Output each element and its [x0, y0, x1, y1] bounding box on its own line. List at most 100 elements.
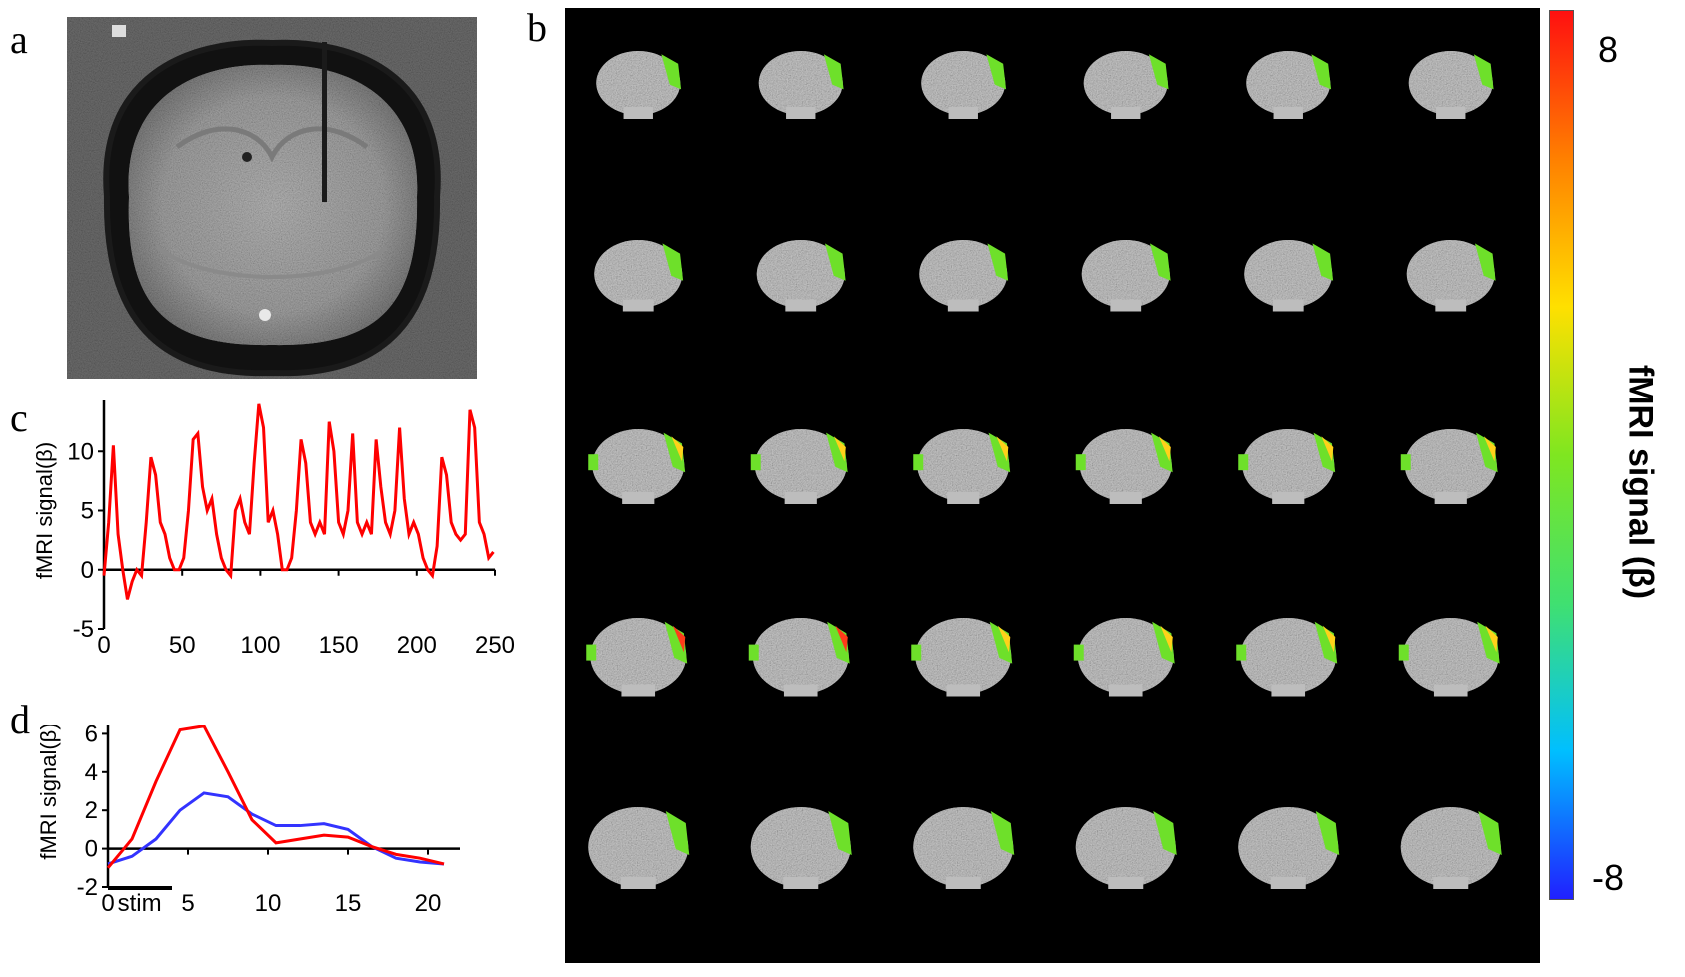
brain-slice [1400, 807, 1502, 889]
activation-peak [1322, 625, 1336, 653]
activation-region [1477, 621, 1500, 664]
activation-region [826, 432, 848, 473]
brain-slice [588, 429, 686, 504]
brain-slice [913, 429, 1011, 504]
brain-slice [1400, 429, 1498, 504]
mri-anatomy-image [67, 17, 477, 379]
y-tick-label: 2 [85, 797, 98, 824]
brain-slice [750, 429, 848, 504]
activation-region [1398, 644, 1409, 661]
series-line-thalamus [107, 791, 445, 866]
brain-slice [913, 807, 1015, 889]
brain-slice [748, 618, 850, 697]
activation-peak [833, 436, 846, 462]
x-tick-label: 10 [255, 890, 282, 917]
x-tick-label: 250 [475, 632, 515, 659]
activation-region [1474, 243, 1496, 281]
x-tick-label: 50 [169, 632, 196, 659]
activation-region [1151, 432, 1173, 473]
brain-slice [1408, 51, 1494, 119]
activation-region [1400, 454, 1411, 471]
colorbar-max-label: 8 [1598, 29, 1619, 70]
y-tick-label: 4 [85, 759, 98, 786]
brain-slice [1398, 618, 1500, 697]
activation-region [988, 432, 1011, 473]
y-tick-label: 0 [81, 557, 94, 584]
y-tick-label: 6 [85, 725, 98, 747]
y-tick-label: 10 [67, 438, 94, 465]
panel-label-d: d [10, 697, 30, 742]
legend-label: Thalamus [284, 725, 389, 729]
activation-peak [1160, 625, 1173, 653]
series-line [102, 403, 495, 600]
activation-region [1148, 54, 1169, 90]
y-tick-label: 0 [85, 836, 98, 863]
activation-region [989, 621, 1013, 664]
brain-slice [756, 240, 846, 312]
activation-region [1236, 644, 1247, 661]
y-axis-label: fMRI signal(β) [32, 442, 57, 579]
panel-label-a: a [10, 17, 28, 62]
brain-slice [1081, 240, 1171, 312]
activation-region [1073, 644, 1084, 661]
brain-slice [1073, 618, 1175, 697]
series-line-cortex [106, 725, 445, 869]
montage-background [565, 8, 1540, 963]
activation-region [1238, 454, 1249, 471]
x-tick-label: 15 [335, 890, 362, 917]
activation-peak [997, 625, 1011, 653]
activation-peak [996, 436, 1009, 462]
activation-region [750, 454, 761, 471]
brain-slice [1238, 807, 1340, 889]
activation-region [990, 811, 1015, 855]
brain-slice [911, 618, 1013, 697]
activation-peak [1485, 625, 1498, 653]
activation-peak [1158, 436, 1171, 462]
brain-slice [1246, 51, 1332, 119]
activation-region [661, 54, 682, 90]
activation-region [663, 432, 686, 473]
activation-region [824, 243, 846, 281]
activation-region [1315, 811, 1340, 855]
x-tick-label: 100 [240, 632, 280, 659]
legend-label: Cortex [428, 725, 499, 729]
chart-d-hemodynamic-response: -20246805101520fMRI signal(β)ThalamusCor… [36, 725, 499, 917]
activation-region [1476, 432, 1498, 473]
x-tick-label: 150 [319, 632, 359, 659]
activation-region [748, 644, 759, 661]
x-tick-label: 0 [97, 632, 110, 659]
brain-slice [1075, 807, 1177, 889]
activation-region [986, 54, 1007, 90]
fmri-activation-montage [565, 8, 1540, 963]
brain-slice [919, 240, 1009, 312]
activation-region [662, 243, 684, 281]
chart-c-fmri-timecourse: -5051015050100150200250fMRI signal(β) [32, 400, 515, 659]
activation-region [987, 243, 1009, 281]
brain-slice [596, 51, 682, 119]
activation-region [1149, 243, 1171, 281]
activation-region [1153, 811, 1177, 855]
activation-region [665, 811, 690, 855]
activation-region [1152, 621, 1175, 664]
activation-region [823, 54, 844, 90]
x-tick-label: 0 [101, 890, 114, 917]
stim-label: stim [118, 890, 162, 917]
brain-slice [588, 807, 690, 889]
y-tick-label: 15 [67, 400, 94, 406]
brain-slice [1406, 240, 1496, 312]
activation-region [588, 454, 599, 471]
colorbar [1549, 10, 1574, 900]
panel-label-b: b [527, 5, 547, 50]
activation-region [1312, 243, 1334, 281]
activation-region [827, 621, 850, 664]
activation-region [1314, 621, 1338, 664]
y-tick-label: -2 [77, 874, 98, 901]
brain-slice [1075, 429, 1173, 504]
activation-region [1075, 454, 1086, 471]
brain-slice [1083, 51, 1169, 119]
colorbar-title: fMRI signal (β) [1621, 364, 1660, 600]
brain-slice [921, 51, 1007, 119]
x-tick-label: 5 [181, 890, 194, 917]
panel-label-c: c [10, 395, 28, 440]
y-tick-label: 5 [81, 498, 94, 525]
